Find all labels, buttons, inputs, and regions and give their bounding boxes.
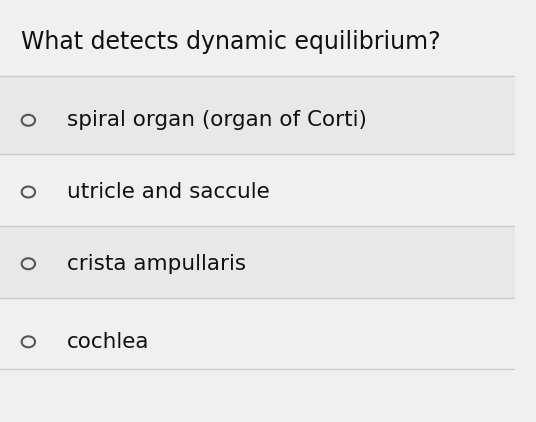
FancyBboxPatch shape bbox=[0, 76, 515, 154]
Text: spiral organ (organ of Corti): spiral organ (organ of Corti) bbox=[67, 110, 367, 130]
FancyBboxPatch shape bbox=[0, 298, 515, 369]
FancyBboxPatch shape bbox=[0, 226, 515, 298]
Text: cochlea: cochlea bbox=[67, 332, 150, 352]
Text: crista ampullaris: crista ampullaris bbox=[67, 254, 246, 274]
Text: utricle and saccule: utricle and saccule bbox=[67, 182, 270, 202]
Text: What detects dynamic equilibrium?: What detects dynamic equilibrium? bbox=[20, 30, 440, 54]
FancyBboxPatch shape bbox=[0, 154, 515, 226]
